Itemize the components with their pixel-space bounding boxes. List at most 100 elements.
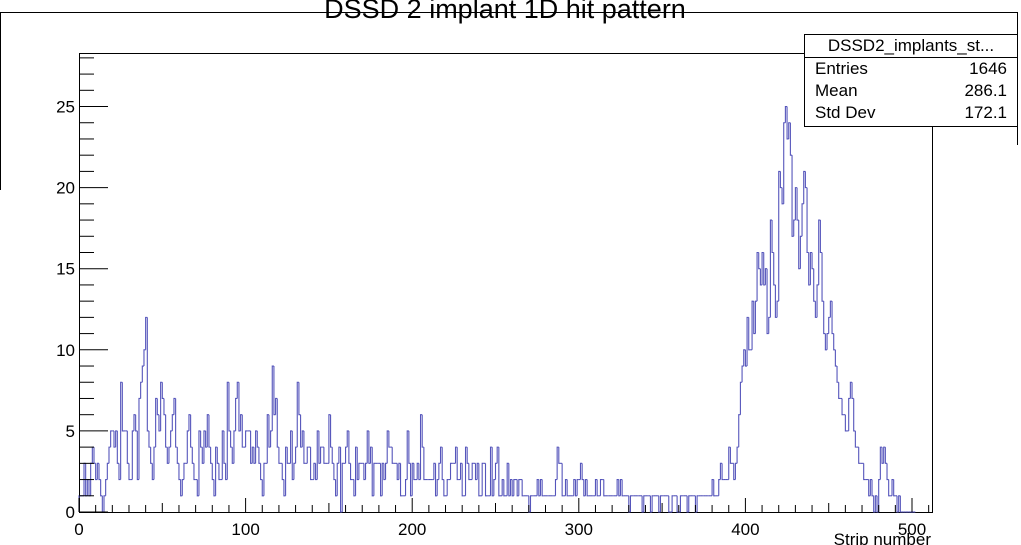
histogram-bin [138,397,141,480]
histogram-bin [868,479,871,497]
stats-row-stddev: Std Dev 172.1 [805,102,1017,124]
histogram-bin [686,495,689,513]
histogram-bin [754,300,758,334]
histogram-bin [120,381,123,480]
histogram-bin [438,462,441,480]
histogram-bin [396,463,399,481]
y-tick-label: 10 [56,341,75,360]
histogram-bin [158,414,161,432]
histogram-bin [838,382,841,400]
histogram-bin [658,495,661,513]
histogram-bin [879,446,883,480]
histogram-bin [128,463,131,481]
histogram-bin [858,447,861,464]
histogram-bin [404,479,408,496]
x-axis-label: Strip number [833,530,931,545]
histogram-bin [241,414,244,448]
histogram-bin [851,382,854,400]
histogram-bin [250,430,253,464]
histogram-bin [619,479,623,496]
histogram-bin [538,479,541,497]
histogram-bin [136,430,139,481]
histogram-bin [539,479,543,496]
histogram-bin [110,430,113,448]
histogram-bin [873,495,876,513]
histogram-bin [436,479,439,496]
histogram-bin [764,268,768,285]
histogram-bin [841,398,844,416]
histogram-bin [508,463,511,497]
histogram-bin [494,462,498,480]
histogram-bin [803,170,806,204]
histogram-bin [811,252,814,270]
histogram-bin [346,430,349,448]
histogram-bin [145,316,148,350]
histogram-bin [446,479,449,496]
mean-label: Mean [815,81,858,100]
histogram-bin [433,462,436,480]
histogram-bin [380,463,383,497]
x-tick-label: 0 [74,520,83,539]
histogram-bin [226,381,229,480]
histogram-bin [751,300,754,350]
histogram-bin [828,316,831,334]
histogram-bin [501,479,504,496]
stats-box[interactable]: DSSD2_implants_st... Entries 1646 Mean 2… [804,34,1018,127]
histogram-bin [484,463,488,497]
histogram-bin [876,495,879,513]
histogram-bin [356,447,359,481]
histogram-bin [878,479,881,512]
histogram-bin [193,463,196,481]
histogram-bin [156,398,159,416]
histogram-bin [511,479,514,497]
histogram-bin [165,414,168,448]
histogram-bin [358,462,361,480]
histogram-bin [783,122,786,204]
histogram-bin [140,381,143,399]
histogram-bin [468,463,471,481]
histogram-bin [419,414,423,480]
histogram-bin [719,462,723,480]
histogram-bin [126,430,129,464]
histogram-bin [105,479,108,496]
histogram-bin [275,397,278,415]
histogram-bin [826,333,829,350]
histogram-bin [596,479,599,497]
histogram-bin [245,430,248,448]
histogram-bin [113,430,116,448]
histogram-bin [341,462,344,512]
histogram-bin [734,462,738,480]
histogram-bin [854,430,858,448]
histogram-bin [756,251,759,302]
histogram-bin [564,479,568,496]
histogram-bin [148,430,151,448]
histogram-bin [871,479,874,497]
histogram-bin [338,446,341,464]
histogram-bin [834,349,838,367]
histogram-bin [584,479,588,496]
histogram-bin [788,122,791,139]
histogram-bin [794,187,798,221]
histogram-bin [743,349,746,367]
histogram-bin [191,447,194,464]
histogram-bin [874,495,878,512]
histogram-bin [711,479,714,496]
histogram-bin [151,463,154,481]
histogram-bin [796,187,799,221]
histogram-bin [516,479,519,497]
histogram-bin [744,349,748,367]
histogram-bin [133,414,136,431]
histogram-bin [481,462,484,496]
histogram-bin [240,414,243,431]
histogram-bin [116,430,119,464]
histogram-bin [668,495,671,513]
histogram-bin [296,381,299,448]
histogram-bin [215,446,218,496]
histogram-bin [761,251,764,285]
histogram-bin [738,414,741,448]
histogram-bin [793,219,796,237]
histogram-bin [813,268,816,302]
histogram-bin [175,398,178,448]
histogram-bin [236,381,239,399]
histogram-bin [286,447,289,464]
